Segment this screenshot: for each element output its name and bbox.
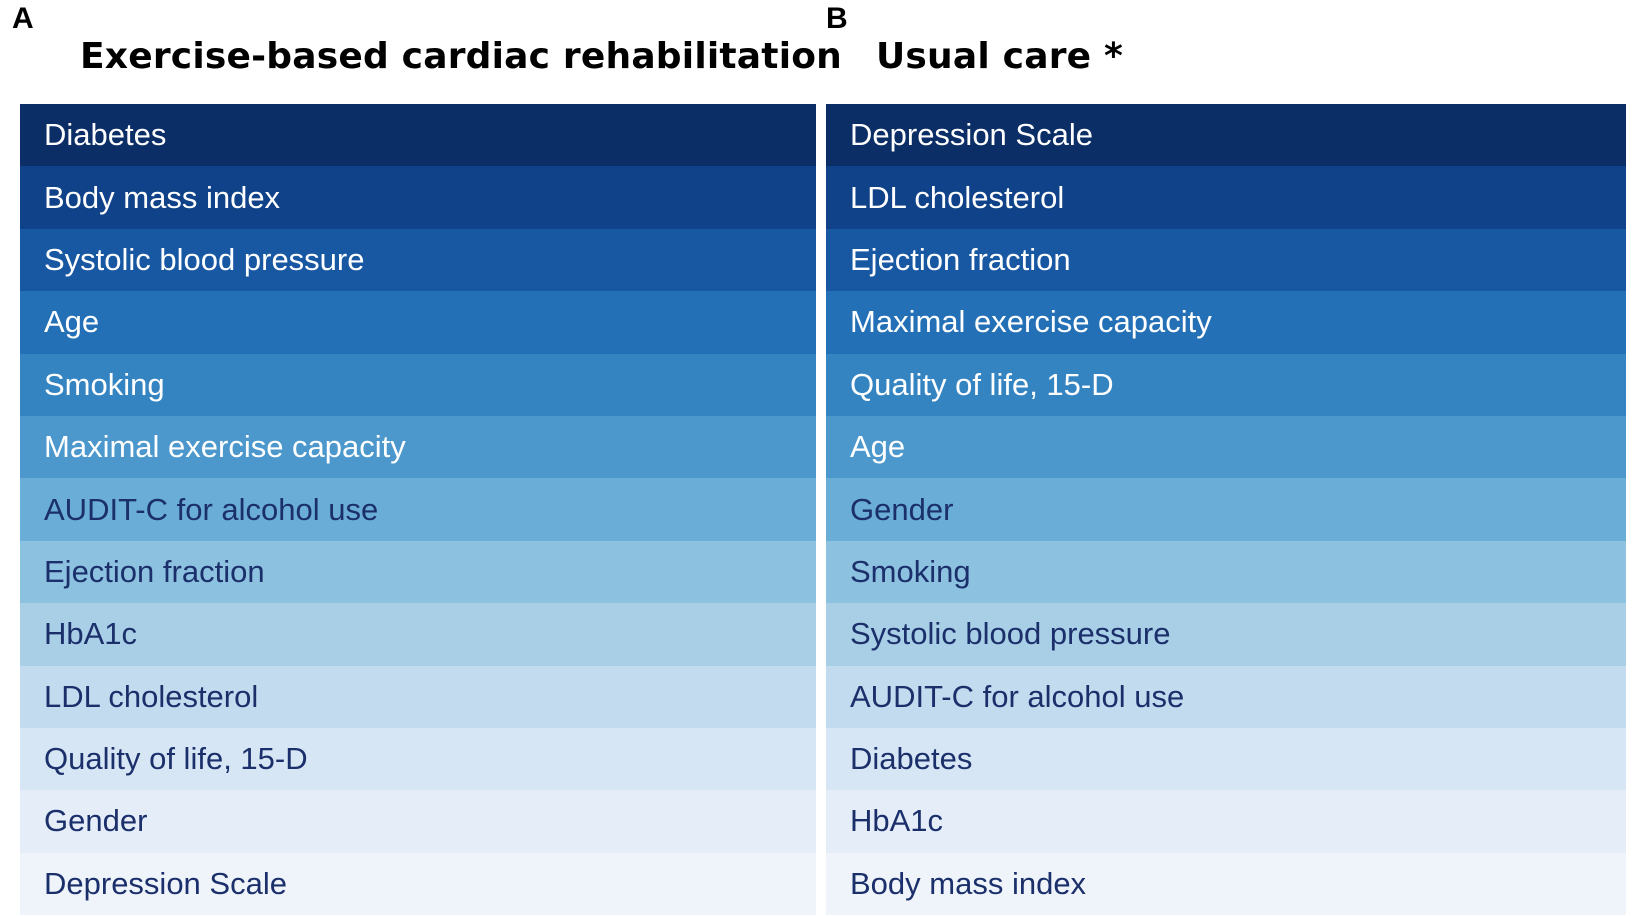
rank-list: Depression Scale LDL cholesterol Ejection … [826,104,1626,916]
rank-row: Age [826,415,1626,479]
rank-row: LDL cholesterol [826,166,1626,229]
rank-row: Depression Scale [20,852,816,916]
rank-row: AUDIT-C for alcohol use [826,665,1626,728]
rank-row: LDL cholesterol [20,665,816,728]
rank-row: Maximal exercise capacity [826,291,1626,354]
rank-list: Diabetes Body mass index Systolic blood pr… [20,104,816,916]
rank-row: Gender [20,790,816,853]
rank-row: Body mass index [20,166,816,229]
panel-title: Usual care * [876,36,1124,77]
rank-row: Smoking [826,540,1626,604]
rank-row: Age [20,291,816,354]
rank-row: Diabetes [826,727,1626,791]
rank-row: Ejection fraction [20,540,816,604]
panel-letter: A [12,2,34,35]
rank-row: Systolic blood pressure [20,228,816,292]
rank-row: HbA1c [826,790,1626,853]
rank-row: Smoking [20,353,816,416]
rank-row: Quality of life, 15-D [20,727,816,791]
rank-row: Maximal exercise capacity [20,415,816,479]
rank-row: Depression Scale [826,104,1626,167]
rank-row: Body mass index [826,852,1626,916]
rank-row: AUDIT-C for alcohol use [20,478,816,541]
panel-title: Exercise-based cardiac rehabilitation [80,36,843,77]
rank-row: HbA1c [20,603,816,666]
rank-row: Ejection fraction [826,228,1626,292]
rank-row: Diabetes [20,104,816,167]
rank-row: Gender [826,478,1626,541]
rank-row: Systolic blood pressure [826,603,1626,666]
rank-row: Quality of life, 15-D [826,353,1626,416]
panel-letter: B [826,2,848,35]
